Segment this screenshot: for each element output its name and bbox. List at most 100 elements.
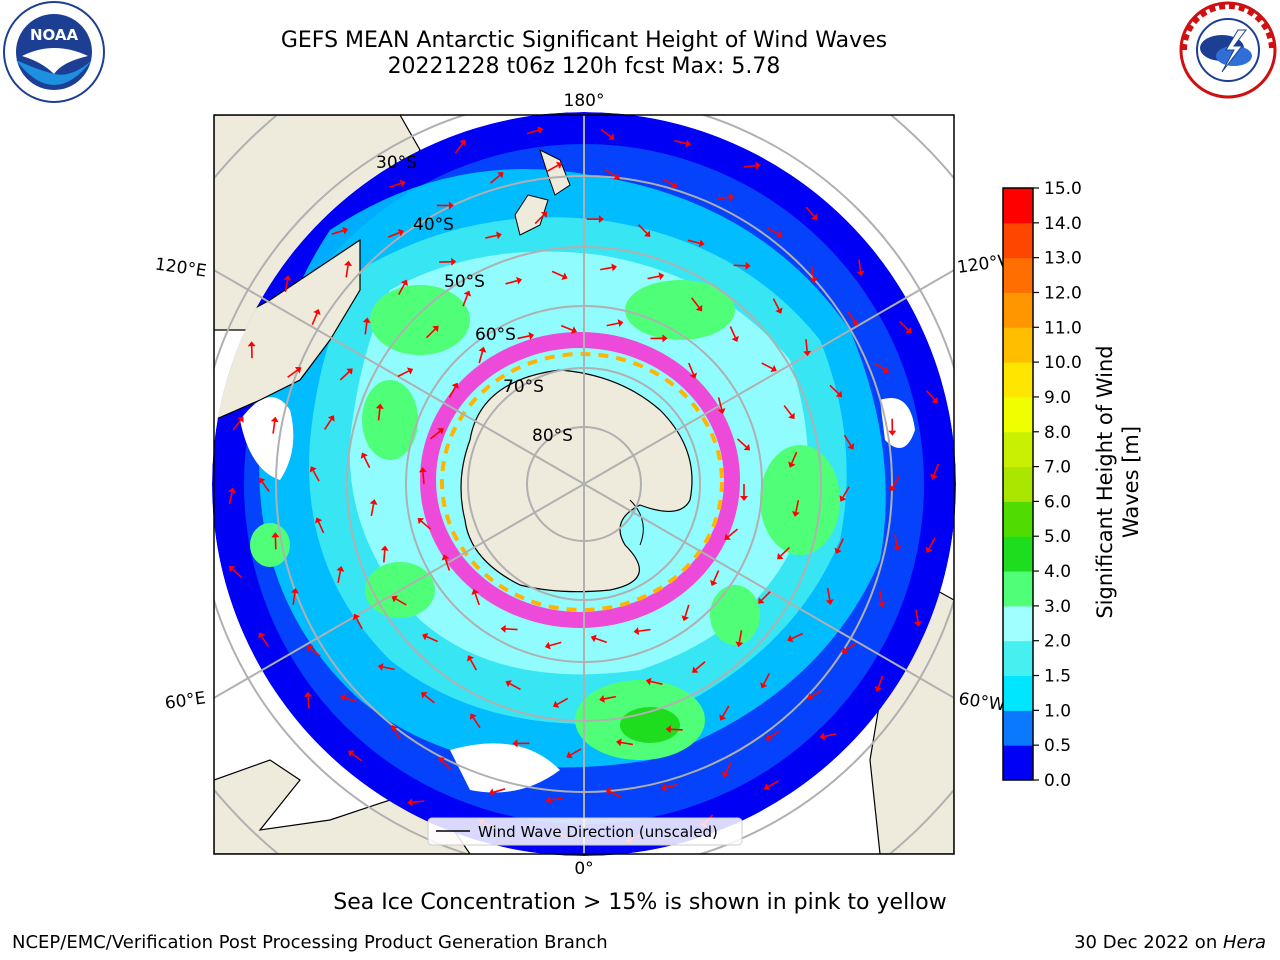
- map-legend: Wind Wave Direction (unscaled): [427, 817, 743, 846]
- wave-arrow-head: [561, 272, 568, 280]
- colorbar-tick-label: 12.0: [1044, 283, 1082, 303]
- wave-arrow-head: [735, 641, 744, 648]
- wave-arrow-shaft: [339, 371, 350, 381]
- wave-arrow-shaft: [478, 351, 484, 364]
- wave-arrow-shaft: [722, 705, 730, 717]
- graticule: [214, 115, 954, 854]
- wave-arrow-shaft: [845, 642, 857, 651]
- lat-label-30s: 30°S: [376, 153, 417, 173]
- wave-arrow-head: [809, 277, 818, 284]
- wave-arrow-head: [755, 161, 761, 170]
- wave-arrow-head: [344, 260, 352, 267]
- lat-label-80s: 80°S: [532, 426, 573, 446]
- wave-arrow-shaft: [894, 534, 898, 547]
- wave-arrow-head: [685, 139, 691, 148]
- wave-arrow-head: [851, 319, 859, 326]
- colorbar-tick-label: 13.0: [1044, 249, 1082, 269]
- wave-arrow-shaft: [892, 476, 900, 488]
- wave-arrow-shaft: [842, 486, 850, 498]
- wave-arrow-head: [662, 334, 668, 343]
- wave-arrow-head: [294, 367, 302, 374]
- wave-arrow-head: [658, 272, 665, 281]
- colorbar-tick-label: 5.0: [1044, 527, 1071, 547]
- wave-arrow-shaft: [791, 451, 798, 464]
- wave-arrow-shaft: [505, 628, 518, 631]
- wave-arrow-shaft: [261, 481, 270, 493]
- colorbar-tick-label: 15.0: [1044, 179, 1082, 199]
- colorbar-tick-label: 0.5: [1044, 736, 1071, 756]
- wave-arrow-head: [763, 783, 771, 791]
- wave-arrow-shaft: [687, 239, 700, 245]
- wave-arrow-shaft: [261, 636, 270, 647]
- wave-arrow-shaft: [780, 546, 790, 557]
- colorbar-segment: [1003, 675, 1033, 711]
- wave-arrow-shaft: [469, 659, 478, 671]
- wave-arrow-shaft: [228, 492, 233, 505]
- wave-arrow-head: [309, 466, 317, 473]
- wave-arrow-shaft: [606, 322, 619, 327]
- wave-arrow-shaft: [556, 697, 569, 705]
- wave-arrow-head: [740, 496, 748, 501]
- wave-arrow-head: [304, 691, 313, 697]
- wave-arrow-head: [380, 545, 389, 551]
- wave-arrow-head: [463, 290, 472, 297]
- wave-arrow-head: [811, 213, 818, 220]
- wave-arrow-head: [807, 693, 814, 701]
- wave-arrow-head: [566, 751, 573, 759]
- wave-arrow-shaft: [397, 283, 406, 295]
- wave-arrow-shaft: [534, 214, 545, 225]
- wave-arrow-head: [283, 275, 292, 281]
- wave-arrow-shaft: [345, 265, 349, 278]
- legend-label: Wind Wave Direction (unscaled): [478, 823, 718, 841]
- wave-arrow-shaft: [605, 169, 617, 177]
- wave-arrow-head: [888, 430, 897, 436]
- wave-arrow-head: [271, 532, 280, 538]
- colorbar-segment: [1003, 466, 1033, 502]
- wave-arrow-shaft: [795, 500, 800, 513]
- colorbar-segment: [1003, 431, 1033, 468]
- wave-arrow-head: [400, 279, 408, 286]
- wave-arrow-shaft: [609, 790, 621, 798]
- wave-arrow-head: [644, 230, 651, 237]
- colorbar-tick-label: 1.5: [1044, 667, 1071, 687]
- wave-arrow-head: [882, 366, 890, 374]
- colorbar-tick-label: 7.0: [1044, 458, 1071, 478]
- wave-arrow-shaft: [393, 729, 401, 741]
- wave-arrow-shaft: [829, 384, 840, 395]
- wave-arrow-shaft: [382, 666, 395, 671]
- wave-arrow-shaft: [517, 335, 530, 340]
- wave-arrow-head: [570, 326, 577, 334]
- wave-arrow-shaft: [620, 741, 633, 746]
- noaa-logo-text: NOAA: [30, 26, 79, 44]
- wave-arrow-shaft: [695, 661, 706, 671]
- wave-arrow-head: [377, 663, 384, 671]
- chart-title-line2: 20221228 t06z 120h fcst Max: 5.78: [387, 54, 781, 79]
- colorbar-tick-label: 2.0: [1044, 632, 1071, 652]
- wave-arrow-shaft: [805, 339, 808, 352]
- wave-arrow-shaft: [928, 537, 936, 549]
- colorbar-segment: [1003, 292, 1033, 328]
- wave-arrow-head: [258, 632, 266, 639]
- wave-arrow-shaft: [547, 164, 559, 172]
- wave-arrow-shaft: [879, 590, 883, 603]
- wave-arrow-shaft: [272, 421, 276, 434]
- wave-arrow-shaft: [647, 275, 660, 280]
- wave-arrow-head: [420, 692, 428, 699]
- wave-arrow-shaft: [670, 728, 683, 731]
- wave-arrow-shaft: [331, 229, 344, 235]
- wave-arrow-head: [681, 615, 690, 622]
- wave-arrow-head: [418, 467, 427, 473]
- wave-arrow-shaft: [724, 762, 732, 774]
- wave-arrow-head: [930, 473, 938, 480]
- wave-arrow-head: [397, 228, 404, 237]
- wave-arrow-head: [874, 685, 883, 692]
- wave-arrow-head: [803, 350, 812, 357]
- wave-arrow-head: [528, 332, 535, 340]
- wave-arrow-shaft: [603, 695, 617, 700]
- wave-arrow-head: [375, 403, 384, 409]
- wave-arrow-head: [692, 666, 699, 673]
- wave-arrow-shaft: [493, 788, 506, 793]
- wave-arrow-head: [671, 181, 678, 189]
- colorbar-label: Significant Height of Wind Waves [m]: [1093, 332, 1143, 632]
- wave-arrow-head: [478, 346, 487, 353]
